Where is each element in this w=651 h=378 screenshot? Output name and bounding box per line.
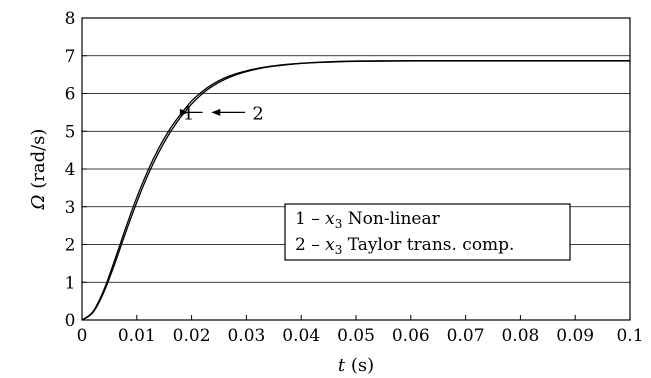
legend-entry-2-sub: 3 <box>335 243 343 257</box>
x-ticks: 0 0.01 0.02 0.03 0.04 0.05 0.06 0.07 0.08 0.09 0.1 <box>77 315 644 346</box>
curve-2-label: 2 <box>252 103 263 124</box>
x-axis-label-var: t <box>338 355 346 376</box>
x-tick-label: 0.04 <box>282 326 320 346</box>
y-tick-label: 4 <box>65 160 76 180</box>
y-tick-label: 5 <box>65 122 76 142</box>
y-axis-label: Ω (rad/s) <box>28 129 49 211</box>
x-axis-label-unit: (s) <box>345 355 374 376</box>
curve-1-arrowhead <box>179 108 189 116</box>
x-tick-label: 0.01 <box>118 326 156 346</box>
x-axis-label: t (s) <box>338 355 374 376</box>
series-line-2 <box>81 59 630 321</box>
legend-entry-1-prefix: 1 – <box>295 209 325 229</box>
curve-annotations: 1 2 <box>179 103 264 124</box>
legend-entry-2-text: Taylor trans. comp. <box>342 235 514 255</box>
y-tick-label: 2 <box>65 236 76 256</box>
x-tick-label: 0 <box>77 326 88 346</box>
legend-entry-1: 1 – x3 Non-linear <box>295 209 441 231</box>
legend-entry-1-sub: 3 <box>335 217 343 231</box>
x-tick-label: 0.09 <box>556 326 594 346</box>
x-tick-label: 0.08 <box>501 326 539 346</box>
curve-2-arrowhead <box>211 108 221 116</box>
y-tick-label: 6 <box>65 85 76 105</box>
legend: 1 – x3 Non-linear 2 – x3 Taylor trans. c… <box>284 203 571 261</box>
legend-entry-1-var: x <box>325 209 335 229</box>
x-tick-label: 0.1 <box>616 326 643 346</box>
y-tick-label: 8 <box>65 9 76 29</box>
legend-entry-1-text: Non-linear <box>342 209 440 229</box>
y-tick-label: 0 <box>65 311 76 331</box>
y-axis-label-unit: (rad/s) <box>28 129 49 195</box>
y-tick-label: 3 <box>65 198 76 218</box>
x-tick-label: 0.03 <box>227 326 265 346</box>
legend-entry-2: 2 – x3 Taylor trans. comp. <box>295 235 514 257</box>
y-axis-label-var: Ω <box>28 194 49 210</box>
legend-entry-2-var: x <box>325 235 335 255</box>
x-tick-label: 0.07 <box>447 326 485 346</box>
y-tick-label: 7 <box>65 47 76 67</box>
x-tick-label: 0.02 <box>173 326 211 346</box>
legend-box <box>284 203 571 261</box>
series-lines <box>81 59 630 321</box>
legend-entry-2-prefix: 2 – <box>295 235 325 255</box>
y-tick-label: 1 <box>65 273 76 293</box>
series-line-1 <box>81 60 630 321</box>
y-ticks: 0 1 2 3 4 5 6 7 8 <box>65 9 87 331</box>
curve-1-label: 1 <box>183 103 194 124</box>
x-tick-label: 0.05 <box>337 326 375 346</box>
x-tick-label: 0.06 <box>392 326 430 346</box>
